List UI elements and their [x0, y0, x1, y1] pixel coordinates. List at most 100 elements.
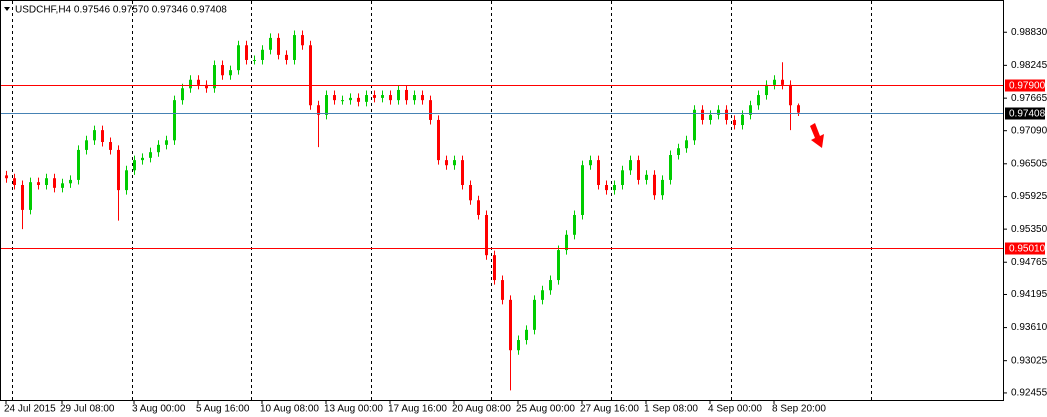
- candle-body: [13, 178, 16, 186]
- candle-body: [453, 160, 456, 166]
- candle-body: [525, 329, 528, 341]
- y-tick-label: 0.92455: [1011, 388, 1047, 399]
- x-tick-label: 20 Aug 08:00: [452, 404, 511, 415]
- candle-body: [229, 70, 232, 76]
- candle-body: [141, 157, 144, 161]
- candle-body: [677, 148, 680, 156]
- candle-body: [661, 179, 664, 196]
- x-tick-label: 8 Sep 20:00: [772, 404, 826, 415]
- candle-body: [429, 100, 432, 120]
- x-tick-label: 17 Aug 16:00: [388, 404, 447, 415]
- candle-body: [725, 109, 728, 120]
- candle-body: [301, 35, 304, 46]
- candle-body: [653, 174, 656, 196]
- price-badge-label: 0.97900: [1009, 81, 1046, 92]
- candle-body: [501, 280, 504, 300]
- y-tick-label: 0.94765: [1011, 257, 1047, 268]
- candle-body: [741, 114, 744, 126]
- y-tick-label: 0.97665: [1011, 93, 1047, 104]
- candle-body: [93, 130, 96, 141]
- candle-body: [781, 79, 784, 85]
- candle-body: [493, 255, 496, 281]
- candle-body: [717, 109, 720, 115]
- candle-body: [61, 183, 64, 188]
- candle-body: [565, 234, 568, 251]
- candle-body: [205, 84, 208, 89]
- candle-body: [197, 79, 200, 85]
- candle-body: [749, 105, 752, 115]
- candle-body: [685, 140, 688, 149]
- candle-body: [221, 65, 224, 76]
- x-tick-label: 4 Sep 00:00: [708, 404, 762, 415]
- candle-body: [613, 185, 616, 191]
- candle-body: [797, 105, 800, 113]
- candle-body: [261, 49, 264, 60]
- candle-body: [125, 170, 128, 191]
- x-tick-label: 10 Aug 08:00: [260, 404, 319, 415]
- candle-body: [101, 130, 104, 143]
- candle-body: [325, 95, 328, 115]
- candle-body: [509, 299, 512, 351]
- x-tick-label: 13 Aug 00:00: [324, 404, 383, 415]
- candle-body: [701, 109, 704, 120]
- y-tick-label: 0.98830: [1011, 27, 1047, 38]
- x-tick-label: 5 Aug 16:00: [196, 404, 250, 415]
- candle-body: [413, 95, 416, 101]
- candle-body: [573, 214, 576, 235]
- candle-body: [29, 182, 32, 210]
- candle-body: [165, 140, 168, 145]
- candle-body: [181, 88, 184, 101]
- candle-body: [765, 84, 768, 96]
- candle-body: [757, 95, 760, 106]
- candle-body: [789, 84, 792, 106]
- price-badge: [1005, 79, 1045, 92]
- candle-body: [213, 65, 216, 89]
- candle-body: [333, 95, 336, 101]
- candle-body: [173, 100, 176, 141]
- candle-body: [77, 149, 80, 180]
- candle-body: [437, 119, 440, 161]
- candle-body: [597, 160, 600, 186]
- candle-body: [269, 37, 272, 50]
- candle-body: [21, 185, 24, 210]
- x-tick-label: 27 Aug 16:00: [580, 404, 639, 415]
- down-arrow: [810, 123, 824, 148]
- candle-body: [293, 35, 296, 60]
- candle-body: [69, 179, 72, 184]
- candle-body: [517, 340, 520, 351]
- candle-body: [357, 97, 360, 102]
- candle-body: [733, 119, 736, 126]
- x-tick-label: 24 Jul 2015: [4, 404, 56, 415]
- candle-body: [157, 144, 160, 153]
- candle-body: [277, 37, 280, 55]
- candle-body: [485, 214, 488, 256]
- candle-body: [557, 250, 560, 281]
- price-badge-label: 0.95010: [1009, 244, 1046, 255]
- candle-body: [381, 95, 384, 98]
- candle-body: [645, 174, 648, 180]
- chart-title: USDCHF,H4 0.97546 0.97570 0.97346 0.9740…: [15, 5, 227, 16]
- y-tick-label: 0.95925: [1011, 191, 1047, 202]
- candle-body: [669, 155, 672, 180]
- candle-body: [477, 200, 480, 215]
- candle-body: [253, 59, 256, 61]
- candle-body: [469, 185, 472, 201]
- candle-body: [445, 160, 448, 166]
- candle-body: [5, 175, 8, 179]
- y-tick-label: 0.98245: [1011, 60, 1047, 71]
- candle-body: [45, 178, 48, 186]
- candle-body: [317, 105, 320, 115]
- candle-body: [773, 79, 776, 85]
- candle-body: [461, 160, 464, 186]
- price-badge: [1005, 107, 1045, 120]
- candle-body: [285, 54, 288, 60]
- candle-body: [341, 100, 344, 102]
- candle-body: [533, 299, 536, 330]
- menu-triangle[interactable]: [4, 7, 10, 11]
- x-tick-label: 1 Sep 08:00: [644, 404, 698, 415]
- candle-body: [605, 185, 608, 191]
- y-tick-label: 0.93610: [1011, 322, 1047, 333]
- period-separators: [12, 1, 872, 400]
- candle-body: [117, 149, 120, 191]
